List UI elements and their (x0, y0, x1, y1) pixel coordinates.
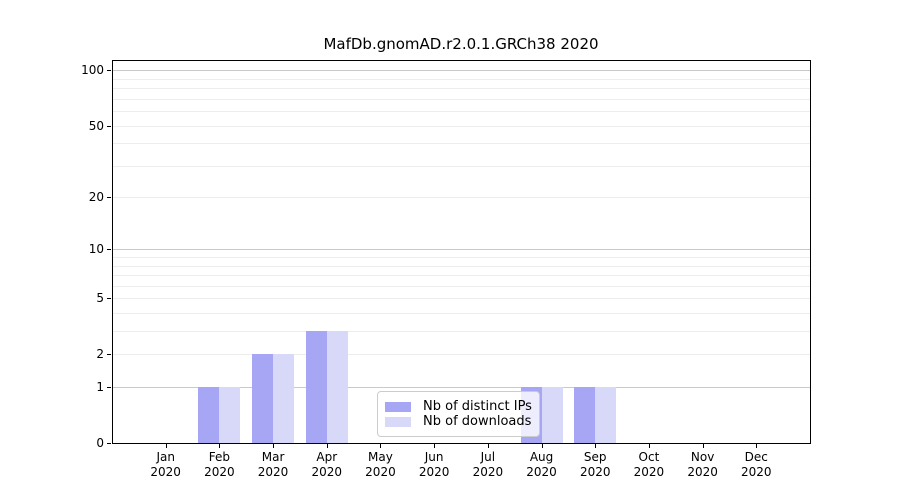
x-tick-sublabel: 2020 (579, 465, 611, 479)
y-gridline-minor (112, 143, 810, 145)
y-gridline-minor (112, 298, 810, 300)
y-gridline-minor (112, 331, 810, 333)
x-tick-mark (648, 444, 650, 448)
y-gridline-major (112, 249, 810, 251)
bar-downloads-feb (219, 387, 241, 443)
y-tick-label-2: 2 (96, 347, 104, 362)
y-tick-label-100: 100 (81, 63, 104, 78)
y-tick-label-5: 5 (96, 291, 104, 306)
x-tick-sublabel: 2020 (204, 465, 235, 479)
legend-label-distinct-ips: Nb of distinct IPs (423, 399, 532, 414)
bar-distinct-ips-apr (305, 331, 327, 443)
bar-distinct-ips-feb (198, 387, 220, 443)
y-gridline-minor (112, 125, 810, 127)
x-tick-label-jun: Jun 2020 (402, 450, 466, 480)
y-tick-mark (107, 197, 111, 199)
x-tick-label-apr: Apr 2020 (295, 450, 359, 480)
x-tick-label-mar: Mar 2020 (241, 450, 305, 480)
x-tick-label-may: May 2020 (348, 450, 412, 480)
x-tick-sublabel: 2020 (633, 465, 665, 479)
y-gridline-minor (112, 265, 810, 267)
y-gridline-minor (112, 257, 810, 259)
x-tick-mark (756, 444, 758, 448)
x-tick-mark (165, 444, 167, 448)
y-tick-mark (107, 249, 111, 251)
y-gridline-minor (112, 111, 810, 113)
x-tick-mark (595, 444, 597, 448)
y-tick-mark (107, 70, 111, 72)
x-tick-label-sep: Sep 2020 (563, 450, 627, 480)
y-gridline-major (112, 387, 810, 389)
legend-item-downloads: Nb of downloads (385, 414, 531, 429)
spine-top (112, 60, 811, 61)
y-gridline-minor (112, 78, 810, 80)
x-tick-mark (273, 444, 275, 448)
y-tick-mark (107, 354, 111, 356)
x-tick-label-dec: Dec 2020 (724, 450, 788, 480)
y-gridline-minor (112, 98, 810, 100)
y-tick-label-20: 20 (88, 190, 104, 205)
x-tick-mark (487, 444, 489, 448)
y-tick-mark (107, 298, 111, 300)
x-tick-sublabel: 2020 (741, 465, 772, 479)
x-tick-label-jul: Jul 2020 (456, 450, 520, 480)
y-tick-label-50: 50 (88, 118, 104, 133)
spine-left (112, 60, 113, 444)
x-tick-mark (434, 444, 436, 448)
bar-downloads-mar (273, 354, 295, 443)
x-tick-sublabel: 2020 (257, 465, 289, 479)
y-tick-mark (107, 125, 111, 127)
x-tick-mark (380, 444, 382, 448)
x-tick-mark (219, 444, 221, 448)
spine-bottom (112, 443, 811, 444)
x-tick-sublabel: 2020 (526, 465, 557, 479)
legend-item-distinct-ips: Nb of distinct IPs (385, 399, 532, 414)
y-tick-mark (107, 387, 111, 389)
plot-area (112, 60, 810, 443)
y-tick-label-10: 10 (88, 242, 104, 257)
x-tick-sublabel: 2020 (150, 465, 181, 479)
bar-distinct-ips-mar (252, 354, 274, 443)
legend-swatch-downloads (385, 416, 411, 427)
y-tick-mark (107, 443, 111, 444)
y-gridline-minor (112, 275, 810, 277)
x-tick-label-nov: Nov 2020 (671, 450, 735, 480)
x-tick-sublabel: 2020 (311, 465, 343, 479)
y-gridline-minor (112, 88, 810, 90)
x-tick-label-oct: Oct 2020 (617, 450, 681, 480)
x-tick-label-aug: Aug 2020 (510, 450, 574, 480)
chart-title: MafDb.gnomAD.r2.0.1.GRCh38 2020 (323, 35, 599, 53)
legend-label-downloads: Nb of downloads (423, 414, 532, 429)
bar-distinct-ips-sep (574, 387, 596, 443)
x-tick-mark (702, 444, 704, 448)
x-tick-sublabel: 2020 (365, 465, 396, 479)
y-gridline-minor (112, 313, 810, 315)
y-gridline-minor (112, 285, 810, 287)
y-gridline-minor (112, 165, 810, 167)
legend-swatch-distinct-ips (385, 401, 411, 412)
spine-right (810, 60, 811, 444)
y-tick-label-0: 0 (96, 436, 104, 450)
x-tick-sublabel: 2020 (472, 465, 504, 479)
x-tick-mark (541, 444, 543, 448)
y-gridline-minor (112, 197, 810, 199)
x-tick-sublabel: 2020 (418, 465, 450, 479)
legend: Nb of distinct IPs Nb of downloads (377, 391, 540, 437)
x-tick-label-feb: Feb 2020 (187, 450, 251, 480)
bar-downloads-apr (326, 331, 348, 443)
y-gridline-major (112, 70, 810, 72)
x-tick-mark (326, 444, 328, 448)
x-tick-label-jan: Jan 2020 (134, 450, 198, 480)
y-gridline-minor (112, 354, 810, 356)
bar-downloads-aug (541, 387, 563, 443)
bar-downloads-sep (595, 387, 617, 443)
y-tick-label-1: 1 (96, 380, 104, 395)
x-tick-sublabel: 2020 (687, 465, 718, 479)
